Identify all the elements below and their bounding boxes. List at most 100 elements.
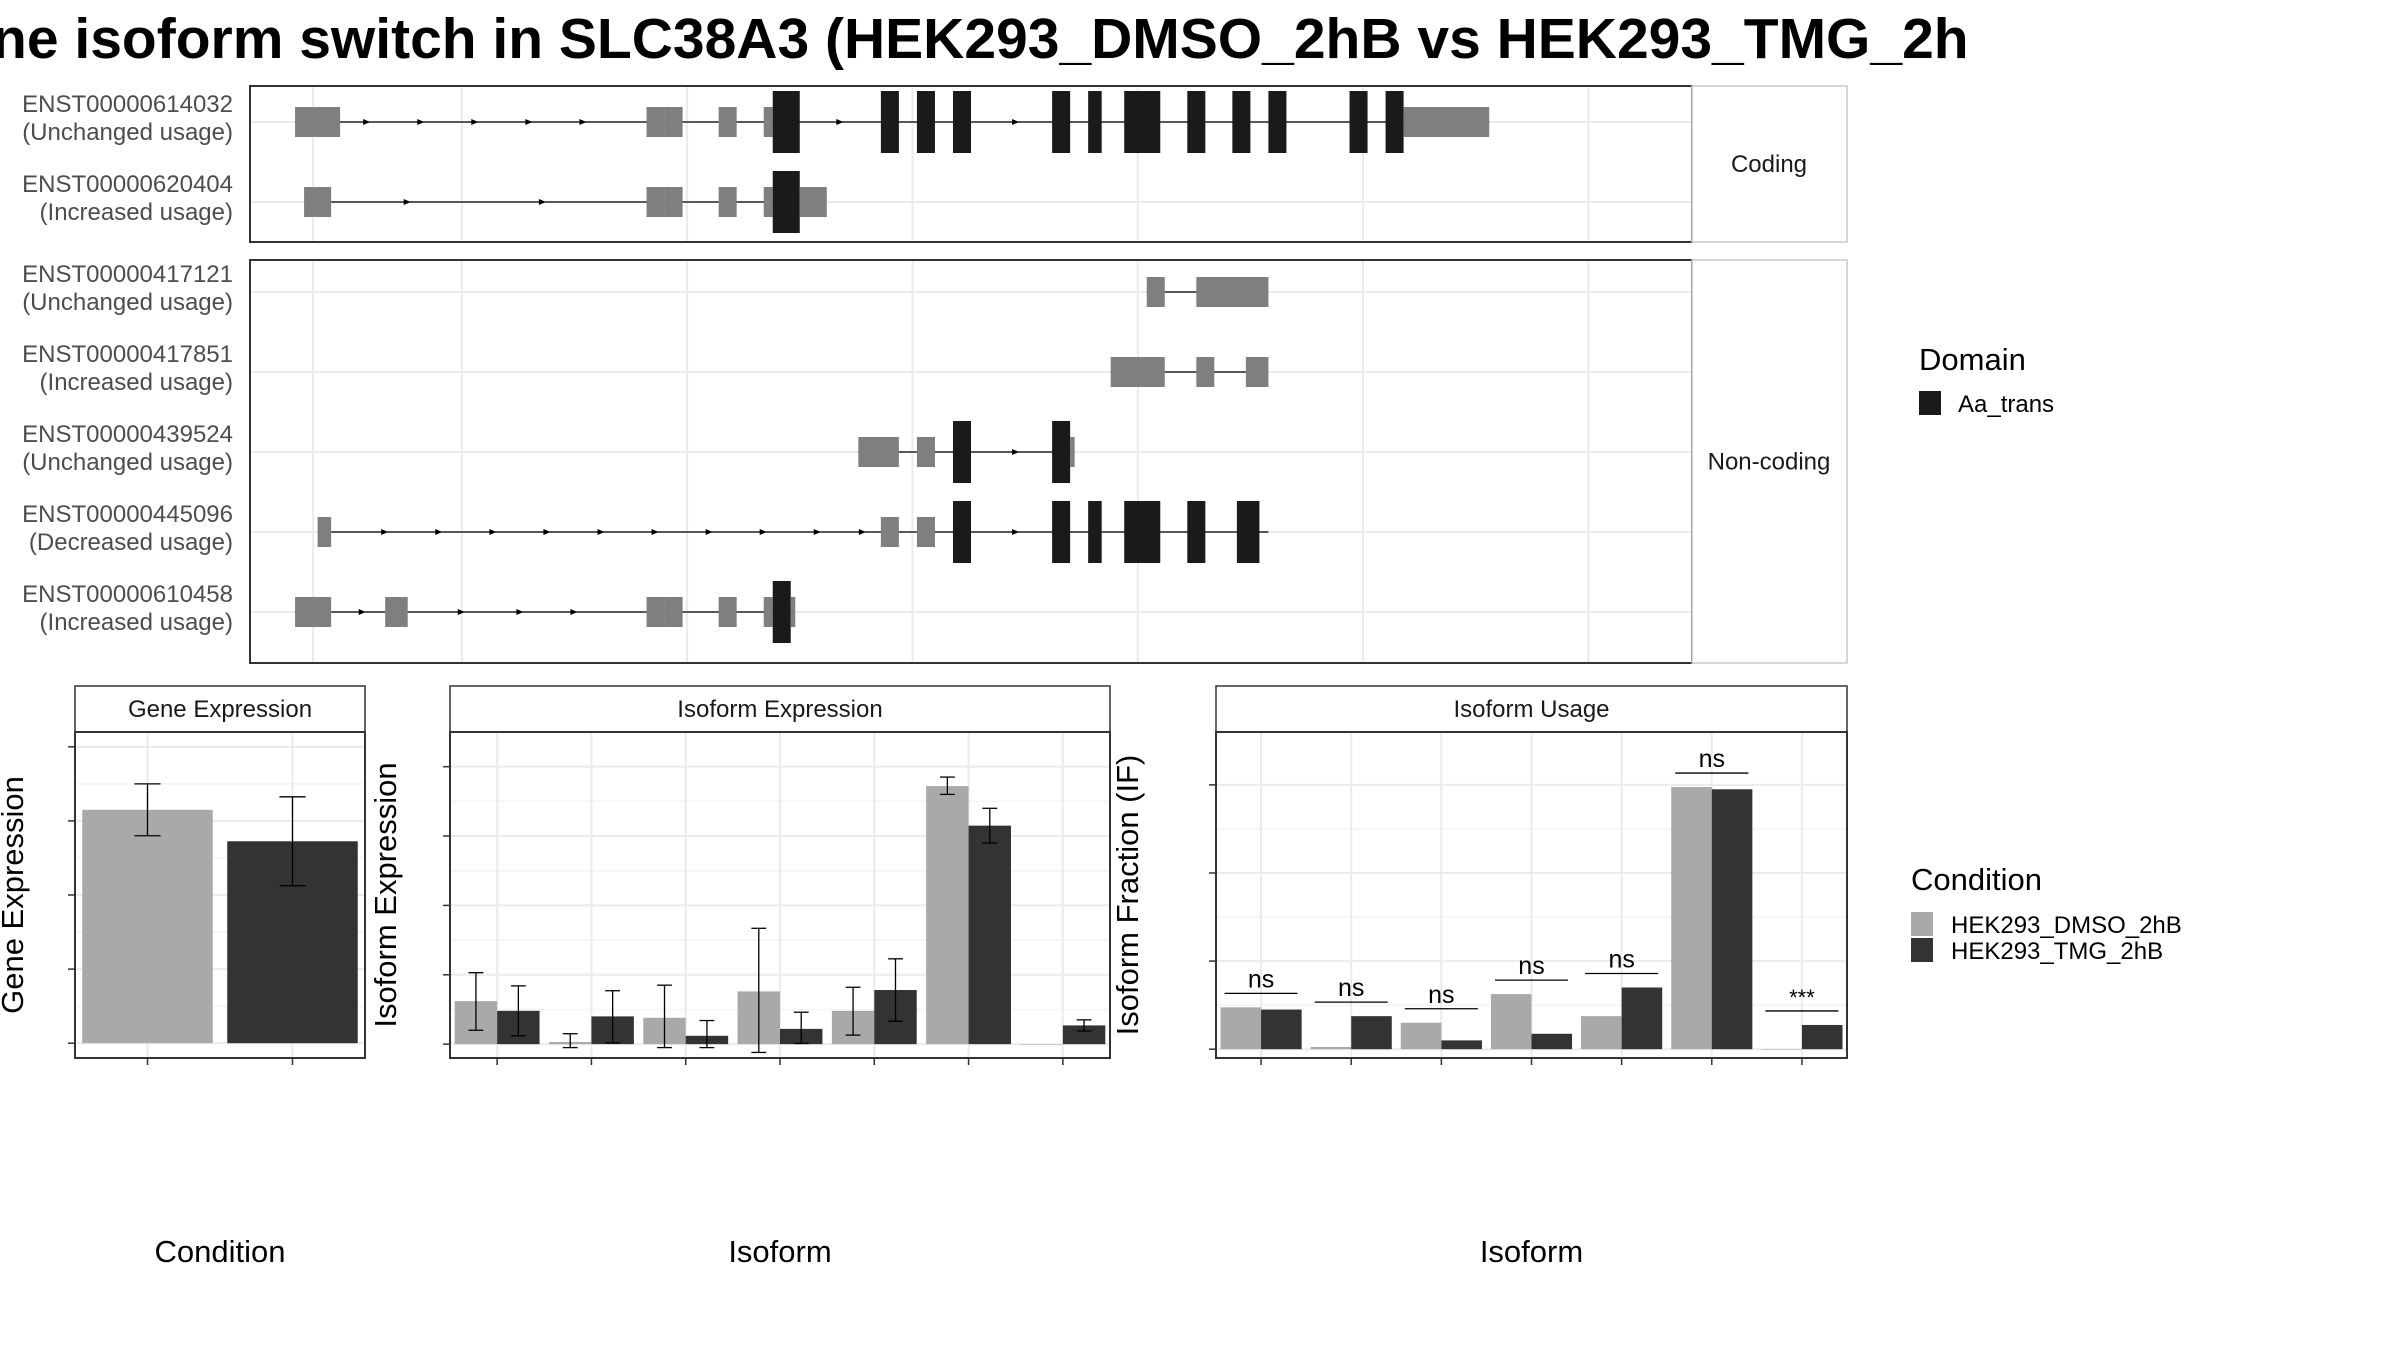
direction-arrow — [525, 119, 533, 125]
utr-exon — [880, 517, 899, 547]
direction-arrow — [471, 119, 479, 125]
utr-exon — [763, 597, 773, 627]
bar — [1220, 1007, 1262, 1050]
domain-exon — [1088, 501, 1102, 563]
bar — [1671, 787, 1712, 1050]
direction-arrow — [570, 609, 578, 615]
direction-arrow — [358, 609, 366, 615]
direction-arrow — [538, 199, 546, 205]
condition-legend-title: Condition — [1911, 862, 2042, 897]
domain-exon — [772, 91, 800, 153]
significance-label: ns — [1248, 965, 1274, 993]
transcript-usage-label: (Unchanged usage) — [22, 449, 233, 476]
transcript-ENST00000610458: ENST00000610458(Increased usage) — [22, 581, 796, 643]
transcript-id-label: ENST00000620404 — [22, 171, 233, 198]
utr-exon — [763, 187, 773, 217]
domain-legend-label: Aa_trans — [1958, 391, 2054, 418]
domain-exon — [952, 501, 971, 563]
significance-label: ns — [1338, 974, 1364, 1002]
bar — [82, 809, 213, 1044]
domain-exon — [1349, 91, 1368, 153]
significance-label: ns — [1608, 946, 1634, 974]
domain-exon — [1124, 91, 1161, 153]
direction-arrow — [813, 529, 821, 535]
y-axis-title: Isoform Fraction (IF) — [1110, 755, 1145, 1036]
domain-exon — [1052, 501, 1071, 563]
facet-label-coding: Coding — [1731, 151, 1807, 178]
utr-exon — [718, 597, 737, 627]
bar — [1581, 1016, 1622, 1050]
direction-arrow — [597, 529, 605, 535]
facet-strip — [74, 685, 366, 733]
facet-strip-label: Isoform Usage — [1453, 696, 1609, 723]
direction-arrow — [1012, 449, 1020, 455]
direction-arrow — [651, 529, 659, 535]
domain-exon — [880, 91, 899, 153]
significance-label: *** — [1789, 985, 1815, 1010]
utr-exon — [790, 597, 796, 627]
bar — [926, 786, 969, 1045]
bar — [1261, 1009, 1302, 1050]
direction-arrow — [1012, 529, 1020, 535]
utr-exon — [1403, 107, 1490, 137]
domain-exon — [952, 91, 971, 153]
facet-strip — [449, 685, 1111, 733]
domain-exon — [772, 171, 800, 233]
domain-exon — [1268, 91, 1287, 153]
direction-arrow — [543, 529, 551, 535]
x-axis-title: Isoform — [728, 1234, 831, 1269]
utr-exon — [1245, 357, 1269, 387]
facet-strip-label: Gene Expression — [128, 696, 312, 723]
utr-exon — [317, 517, 332, 547]
domain-exon — [1052, 421, 1071, 483]
domain-exon — [952, 421, 971, 483]
domain-exon — [916, 91, 935, 153]
isoform-usage-chart: Isoform Usage ns ns ns ns ns ns *** Isoform Frac… — [1110, 685, 1848, 1269]
utr-exon — [916, 437, 935, 467]
facet-strips: Coding Non-coding — [1691, 85, 1848, 664]
domain-legend-title: Domain — [1919, 342, 2026, 377]
direction-arrow — [759, 529, 767, 535]
direction-arrow — [705, 529, 713, 535]
direction-arrow — [579, 119, 587, 125]
bar — [1531, 1033, 1573, 1050]
direction-arrow — [435, 529, 443, 535]
condition-legend-label: HEK293_TMG_2hB — [1951, 938, 2163, 965]
bar — [1351, 1016, 1392, 1050]
facet-label-noncoding: Non-coding — [1708, 449, 1831, 476]
transcript-id-label: ENST00000417121 — [22, 261, 233, 288]
y-axis-title: Isoform Expression — [368, 762, 403, 1027]
utr-exon — [304, 187, 332, 217]
transcript-id-label: ENST00000445096 — [22, 501, 233, 528]
utr-exon — [664, 187, 683, 217]
bar — [1020, 1044, 1063, 1045]
bar — [1400, 1022, 1442, 1050]
utr-exon — [1196, 357, 1215, 387]
transcript-ENST00000445096: ENST00000445096(Decreased usage) — [22, 501, 1269, 563]
utr-exon — [1196, 277, 1269, 307]
transcript-id-label: ENST00000439524 — [22, 421, 233, 448]
direction-arrow — [516, 609, 524, 615]
coding-structure-panel: ENST00000614032(Unchanged usage) ENST0000… — [22, 85, 1693, 243]
transcript-usage-label: (Unchanged usage) — [22, 119, 233, 146]
utr-exon — [646, 107, 665, 137]
utr-exon — [646, 597, 665, 627]
transcript-usage-label: (Increased usage) — [40, 369, 233, 396]
utr-exon — [763, 107, 773, 137]
facet-strip-coding — [1691, 85, 1848, 243]
utr-exon — [646, 187, 665, 217]
utr-exon — [718, 107, 737, 137]
bar — [1801, 1024, 1843, 1050]
bar — [1711, 789, 1753, 1050]
transcript-id-label: ENST00000614032 — [22, 91, 233, 118]
domain-exon — [1052, 91, 1071, 153]
domain-exon — [1385, 91, 1404, 153]
direction-arrow — [489, 529, 497, 535]
significance-label: ns — [1518, 952, 1544, 980]
utr-exon — [718, 187, 737, 217]
utr-exon — [664, 107, 683, 137]
utr-exon — [664, 597, 683, 627]
direction-arrow — [836, 119, 844, 125]
